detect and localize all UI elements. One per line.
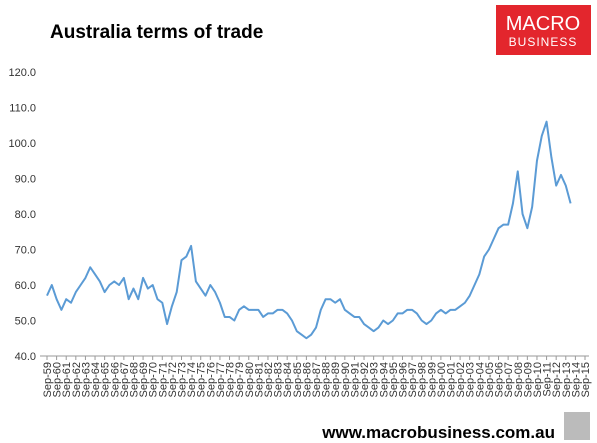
x-tick-label: Sep-59 bbox=[42, 362, 54, 397]
x-tick-label: Sep-65 bbox=[100, 362, 112, 397]
x-tick-label: Sep-76 bbox=[205, 362, 217, 397]
logo-text: MACRO bbox=[506, 13, 580, 35]
x-tick-label: Sep-11 bbox=[542, 362, 554, 397]
x-tick-label: Sep-15 bbox=[580, 362, 592, 397]
x-tick-label: Sep-71 bbox=[157, 362, 169, 397]
x-tick-label: Sep-10 bbox=[532, 362, 544, 397]
x-tick-label: Sep-00 bbox=[436, 362, 448, 397]
x-tick-label: Sep-68 bbox=[128, 362, 140, 397]
x-tick-label: Sep-98 bbox=[417, 362, 429, 397]
x-tick-label: Sep-12 bbox=[551, 362, 563, 397]
y-tick-label: 110.0 bbox=[9, 103, 36, 115]
x-tick-label: Sep-09 bbox=[522, 362, 534, 397]
x-tick-label: Sep-87 bbox=[311, 362, 323, 397]
x-tick-label: Sep-70 bbox=[148, 362, 160, 397]
x-tick-label: Sep-73 bbox=[177, 362, 189, 397]
x-tick-label: Sep-82 bbox=[263, 362, 275, 397]
x-tick-label: Sep-89 bbox=[330, 362, 342, 397]
x-tick-label: Sep-61 bbox=[61, 362, 73, 397]
x-tick-label: Sep-80 bbox=[244, 362, 256, 397]
x-tick-label: Sep-93 bbox=[369, 362, 381, 397]
x-tick-label: Sep-97 bbox=[407, 362, 419, 397]
x-tick-label: Sep-60 bbox=[52, 362, 64, 397]
x-tick-label: Sep-86 bbox=[301, 362, 313, 397]
x-tick-label: Sep-91 bbox=[349, 362, 361, 397]
y-tick-label: 120.0 bbox=[8, 67, 36, 79]
x-tick-label: Sep-95 bbox=[388, 362, 400, 397]
x-tick-label: Sep-13 bbox=[561, 362, 573, 397]
x-tick-label: Sep-69 bbox=[138, 362, 150, 397]
x-tick-label: Sep-94 bbox=[378, 362, 390, 397]
y-tick-label: 90.0 bbox=[15, 174, 36, 186]
x-tick-label: Sep-90 bbox=[340, 362, 352, 397]
x-tick-label: Sep-02 bbox=[455, 362, 467, 397]
x-tick-label: Sep-08 bbox=[513, 362, 525, 397]
x-tick-label: Sep-62 bbox=[71, 362, 83, 397]
x-tick-label: Sep-96 bbox=[397, 362, 409, 397]
x-tick-label: Sep-03 bbox=[465, 362, 477, 397]
x-tick-label: Sep-63 bbox=[80, 362, 92, 397]
y-tick-label: 70.0 bbox=[15, 245, 36, 257]
x-tick-label: Sep-83 bbox=[273, 362, 285, 397]
x-tick-label: Sep-78 bbox=[225, 362, 237, 397]
logo-text: BUSINESS bbox=[509, 35, 578, 49]
y-tick-label: 80.0 bbox=[15, 209, 36, 221]
y-tick-label: 60.0 bbox=[15, 280, 36, 292]
x-tick-label: Sep-81 bbox=[253, 362, 265, 397]
y-tick-label: 40.0 bbox=[15, 351, 36, 363]
x-tick-label: Sep-67 bbox=[119, 362, 131, 397]
x-tick-label: Sep-99 bbox=[426, 362, 438, 397]
footer: www.macrobusiness.com.au bbox=[321, 423, 555, 442]
logo-box bbox=[496, 5, 591, 55]
y-tick-label: 100.0 bbox=[8, 138, 36, 150]
x-tick-label: Sep-07 bbox=[503, 362, 515, 397]
x-tick-label: Sep-05 bbox=[484, 362, 496, 397]
x-tick-label: Sep-79 bbox=[234, 362, 246, 397]
x-tick-label: Sep-06 bbox=[494, 362, 506, 397]
x-tick-label: Sep-88 bbox=[321, 362, 333, 397]
x-tick-label: Sep-14 bbox=[570, 362, 582, 397]
x-tick-label: Sep-77 bbox=[215, 362, 227, 397]
footer-icon bbox=[564, 412, 590, 440]
y-tick-label: 50.0 bbox=[15, 316, 36, 328]
x-tick-label: Sep-75 bbox=[196, 362, 208, 397]
x-tick-label: Sep-66 bbox=[109, 362, 121, 397]
x-tick-label: Sep-01 bbox=[446, 362, 458, 397]
x-tick-label: Sep-72 bbox=[167, 362, 179, 397]
x-tick-label: Sep-84 bbox=[282, 362, 294, 397]
x-tick-label: Sep-74 bbox=[186, 362, 198, 397]
x-tick-label: Sep-85 bbox=[292, 362, 304, 397]
x-tick-label: Sep-64 bbox=[90, 362, 102, 397]
data-line bbox=[46, 120, 572, 340]
x-tick-label: Sep-92 bbox=[359, 362, 371, 397]
x-tick-label: Sep-04 bbox=[474, 362, 486, 397]
chart-title: Australia terms of trade bbox=[50, 22, 263, 43]
